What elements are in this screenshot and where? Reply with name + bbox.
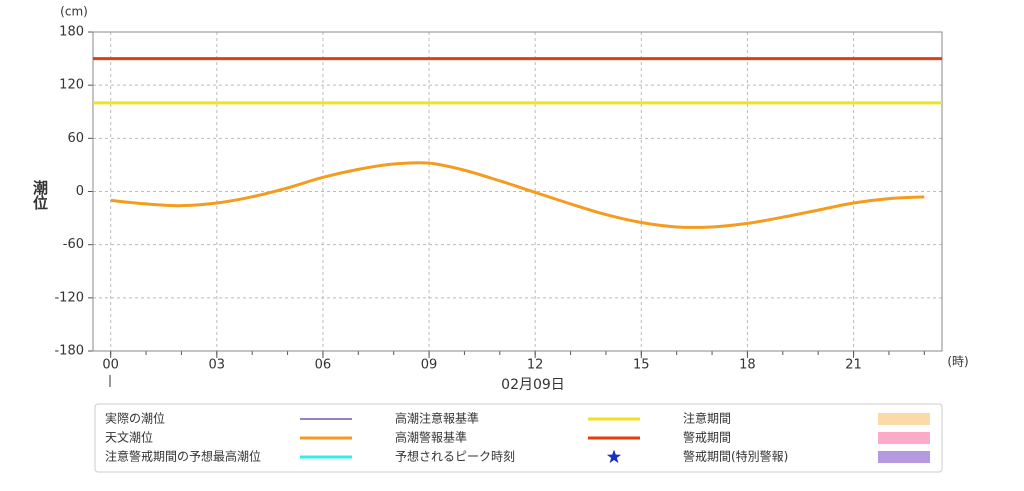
legend-label: 注意期間 (683, 411, 731, 426)
x-tick-label: 03 (209, 358, 226, 373)
y-tick-label: 60 (67, 131, 84, 146)
date-label: 02月09日 (501, 377, 565, 393)
tide-line (110, 161, 925, 229)
x-tick-label: 18 (739, 358, 756, 373)
legend-symbol (606, 449, 622, 464)
x-tick-label: 21 (845, 358, 862, 373)
legend-label: 高潮警報基準 (395, 430, 467, 445)
legend-label: 警戒期間(特別警報) (683, 449, 788, 464)
legend-label: 予想されるピーク時刻 (395, 449, 515, 464)
x-tick-label: 09 (421, 358, 438, 373)
plot-frame (92, 31, 943, 352)
y-tick-label: -120 (54, 290, 84, 305)
x-tick-label: 00 (102, 358, 119, 373)
legend-label: 高潮注意報基準 (395, 411, 479, 426)
legend-label: 注意警戒期間の予想最高潮位 (105, 449, 261, 464)
y-tick-label: -180 (54, 344, 84, 359)
legend-box (94, 403, 943, 473)
legend-label: 警戒期間 (683, 430, 731, 445)
y-tick-label: -60 (63, 237, 84, 252)
y-axis-label: 潮位 (31, 179, 49, 210)
y-unit: (cm) (60, 5, 88, 19)
legend-symbol (878, 432, 930, 444)
legend-label: 天文潮位 (105, 430, 153, 445)
y-tick-label: 120 (59, 78, 84, 93)
x-tick-label: 12 (527, 358, 544, 373)
y-tick-label: 180 (59, 25, 84, 40)
x-tick-label: 06 (315, 358, 332, 373)
legend-label: 実際の潮位 (105, 411, 165, 426)
y-tick-label: 0 (76, 184, 84, 199)
x-unit: (時) (947, 355, 968, 369)
legend-symbol (878, 451, 930, 463)
x-tick-label: 15 (633, 358, 650, 373)
legend-symbol (878, 413, 930, 425)
